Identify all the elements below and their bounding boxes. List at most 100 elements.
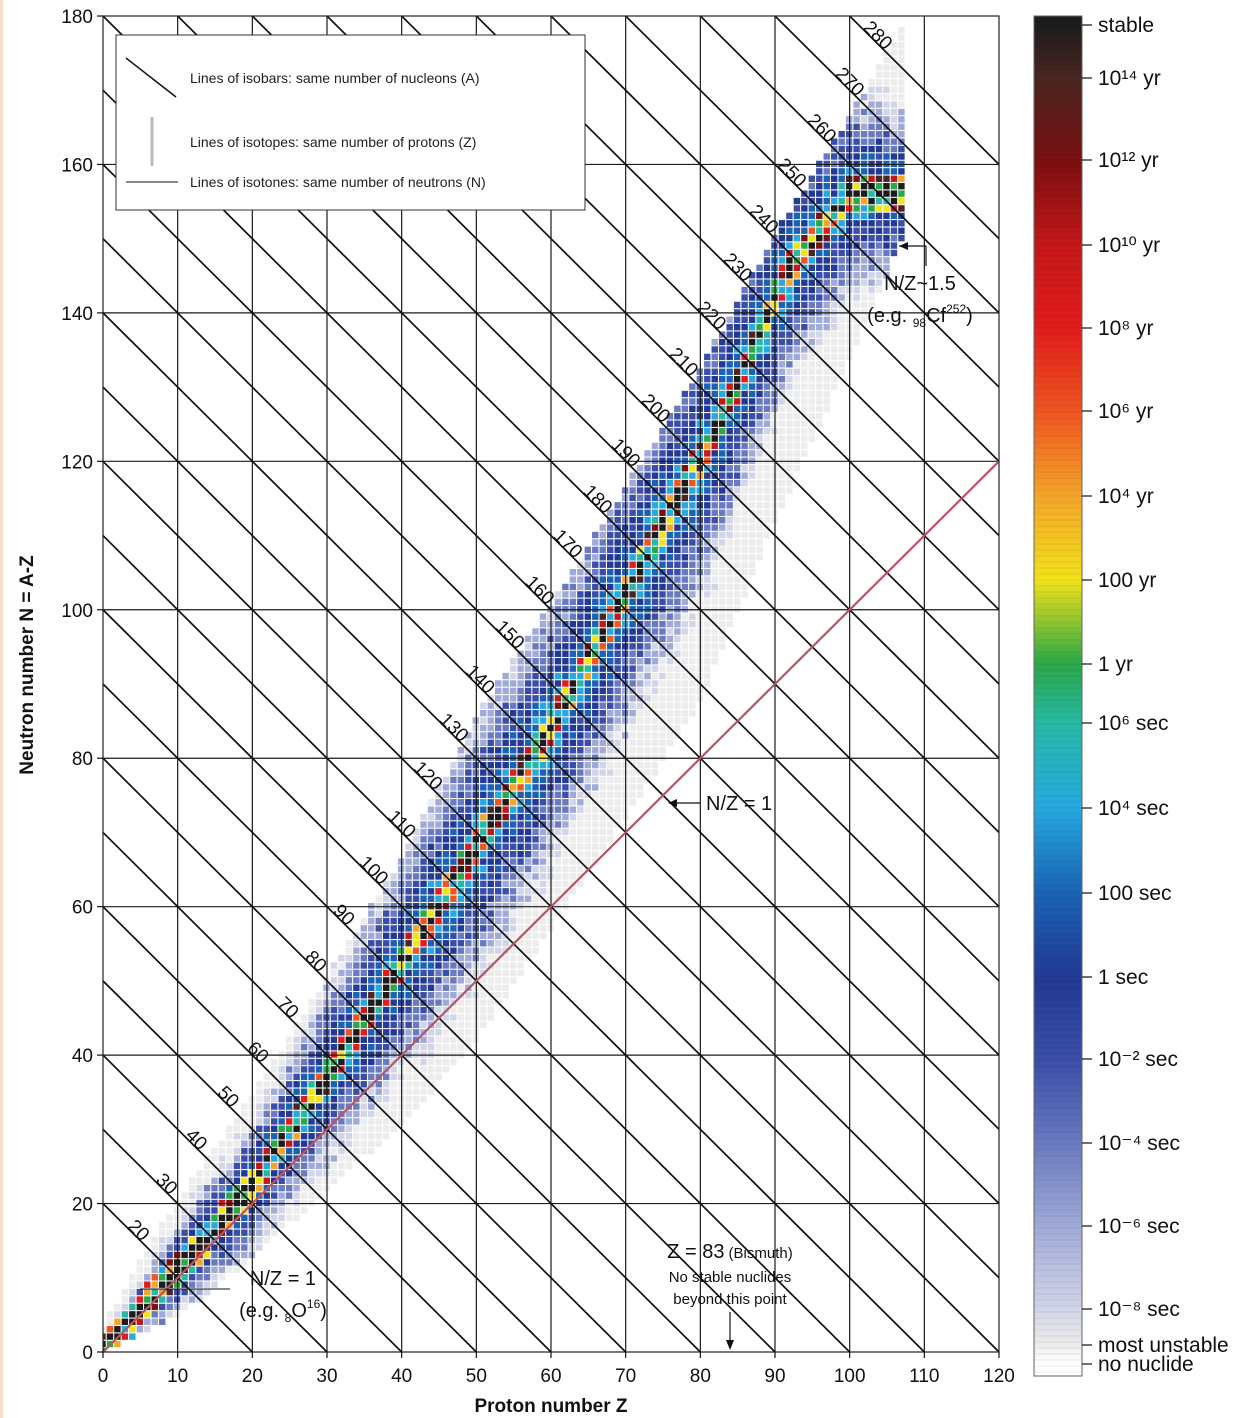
nuclide-cell bbox=[353, 1103, 360, 1110]
nuclide-cell bbox=[517, 732, 524, 739]
nuclide-cell bbox=[532, 865, 539, 873]
nuclide-cell bbox=[121, 1296, 129, 1303]
nuclide-cell bbox=[517, 821, 524, 828]
nuclide-cell bbox=[756, 420, 763, 427]
nuclide-cell bbox=[188, 1222, 196, 1229]
nuclide-cell bbox=[495, 910, 502, 917]
nuclide-cell bbox=[457, 895, 465, 902]
nuclide-cell bbox=[666, 709, 674, 717]
nuclide-cell bbox=[495, 695, 502, 702]
nuclide-cell bbox=[868, 234, 875, 242]
nuclide-cell bbox=[383, 932, 390, 940]
nuclide-cell bbox=[711, 502, 718, 509]
nuclide-cell bbox=[517, 658, 524, 665]
nuclide-cell bbox=[756, 509, 763, 516]
nuclide-cell bbox=[308, 1088, 315, 1095]
nuclide-cell bbox=[293, 1162, 300, 1170]
nuclide-cell bbox=[532, 925, 539, 932]
nuclide-cell bbox=[539, 665, 547, 672]
nuclide-cell bbox=[801, 279, 808, 286]
nuclide-cell bbox=[532, 910, 539, 917]
nuclide-cell bbox=[733, 324, 741, 331]
nuclide-cell bbox=[450, 769, 457, 776]
nuclide-cell bbox=[106, 1318, 114, 1325]
nuclide-cell bbox=[509, 672, 517, 680]
nuclide-cell bbox=[442, 851, 450, 858]
nuclide-cell bbox=[748, 398, 756, 405]
nuclide-cell bbox=[517, 954, 524, 962]
nuclide-cell bbox=[405, 1081, 412, 1088]
nuclide-cell bbox=[793, 435, 801, 442]
nuclide-cell bbox=[860, 93, 868, 101]
nuclide-cell bbox=[480, 828, 487, 836]
legend-isobar-swatch bbox=[125, 57, 177, 98]
nuclide-cell bbox=[271, 1095, 278, 1103]
nuclide-cell bbox=[524, 910, 532, 917]
nuclide-cell bbox=[756, 316, 763, 323]
nuclide-cell bbox=[726, 331, 733, 338]
nuclide-cell bbox=[218, 1266, 226, 1274]
nuclide-cell bbox=[801, 361, 808, 368]
nuclide-cell bbox=[390, 1081, 397, 1088]
nuclide-cell bbox=[495, 888, 502, 895]
nuclide-cell bbox=[554, 806, 562, 813]
nuclide-cell bbox=[203, 1236, 211, 1244]
nuclide-cell bbox=[315, 999, 323, 1006]
nuclide-cell bbox=[293, 1058, 300, 1066]
nuclide-cell bbox=[599, 613, 606, 620]
nuclide-cell bbox=[689, 561, 696, 568]
nuclide-cell bbox=[360, 1133, 368, 1140]
nuclide-cell bbox=[741, 583, 748, 591]
annotation-nz15: N/Z~1.5 (e.g. 98Cf252) bbox=[867, 242, 973, 330]
nuclide-cell bbox=[711, 598, 718, 606]
nuclide-cell bbox=[368, 940, 375, 947]
nuclide-cell bbox=[330, 1088, 338, 1095]
nuclide-cell bbox=[801, 420, 808, 427]
nuclide-cell bbox=[435, 977, 442, 984]
nuclide-cell bbox=[495, 895, 502, 902]
nuclide-cell bbox=[763, 494, 771, 502]
nuclide-cell bbox=[681, 598, 689, 606]
nuclide-cell bbox=[509, 658, 517, 665]
nuclide-cell bbox=[502, 851, 509, 858]
nuclide-cell bbox=[442, 917, 450, 925]
nuclide-cell bbox=[748, 383, 756, 390]
nuclide-cell bbox=[599, 828, 606, 836]
nuclide-cell bbox=[853, 264, 860, 272]
nuclide-cell bbox=[420, 828, 427, 836]
nuclide-cell bbox=[330, 1177, 338, 1184]
nuclide-cell bbox=[532, 702, 539, 709]
nuclide-cell bbox=[666, 568, 674, 576]
nuclide-cell bbox=[569, 799, 577, 806]
nuclide-cell bbox=[405, 880, 412, 888]
nuclide-cell bbox=[293, 1110, 300, 1118]
nuclide-cell bbox=[509, 709, 517, 717]
nuclide-cell bbox=[599, 687, 606, 695]
nuclide-cell bbox=[569, 672, 577, 680]
nuclide-cell bbox=[442, 999, 450, 1006]
nuclide-cell bbox=[890, 138, 898, 145]
nuclide-cell bbox=[644, 732, 651, 739]
nuclide-cell bbox=[226, 1214, 233, 1222]
nuclide-cell bbox=[420, 1066, 427, 1073]
nuclide-cell bbox=[584, 680, 592, 687]
nuclide-cell bbox=[457, 791, 465, 798]
nuclide-cell bbox=[293, 1088, 300, 1095]
nuclide-cell bbox=[592, 591, 599, 598]
nuclide-cell bbox=[801, 427, 808, 435]
nuclide-cell bbox=[383, 1014, 390, 1021]
nuclide-cell bbox=[353, 999, 360, 1006]
nuclide-cell bbox=[502, 977, 509, 984]
nuclide-cell bbox=[405, 917, 412, 925]
nuclide-cell bbox=[420, 1036, 427, 1043]
nuclide-cell bbox=[532, 761, 539, 769]
nuclide-cell bbox=[853, 272, 860, 279]
nuclide-cell bbox=[218, 1192, 226, 1199]
nuclide-cell bbox=[786, 316, 793, 323]
nuclide-cell bbox=[793, 324, 801, 331]
nuclide-cell bbox=[614, 620, 621, 628]
nuclide-cell bbox=[465, 880, 472, 888]
nuclide-cell bbox=[636, 732, 644, 739]
nuclide-cell bbox=[330, 1021, 338, 1029]
nuclide-cell bbox=[435, 784, 442, 791]
